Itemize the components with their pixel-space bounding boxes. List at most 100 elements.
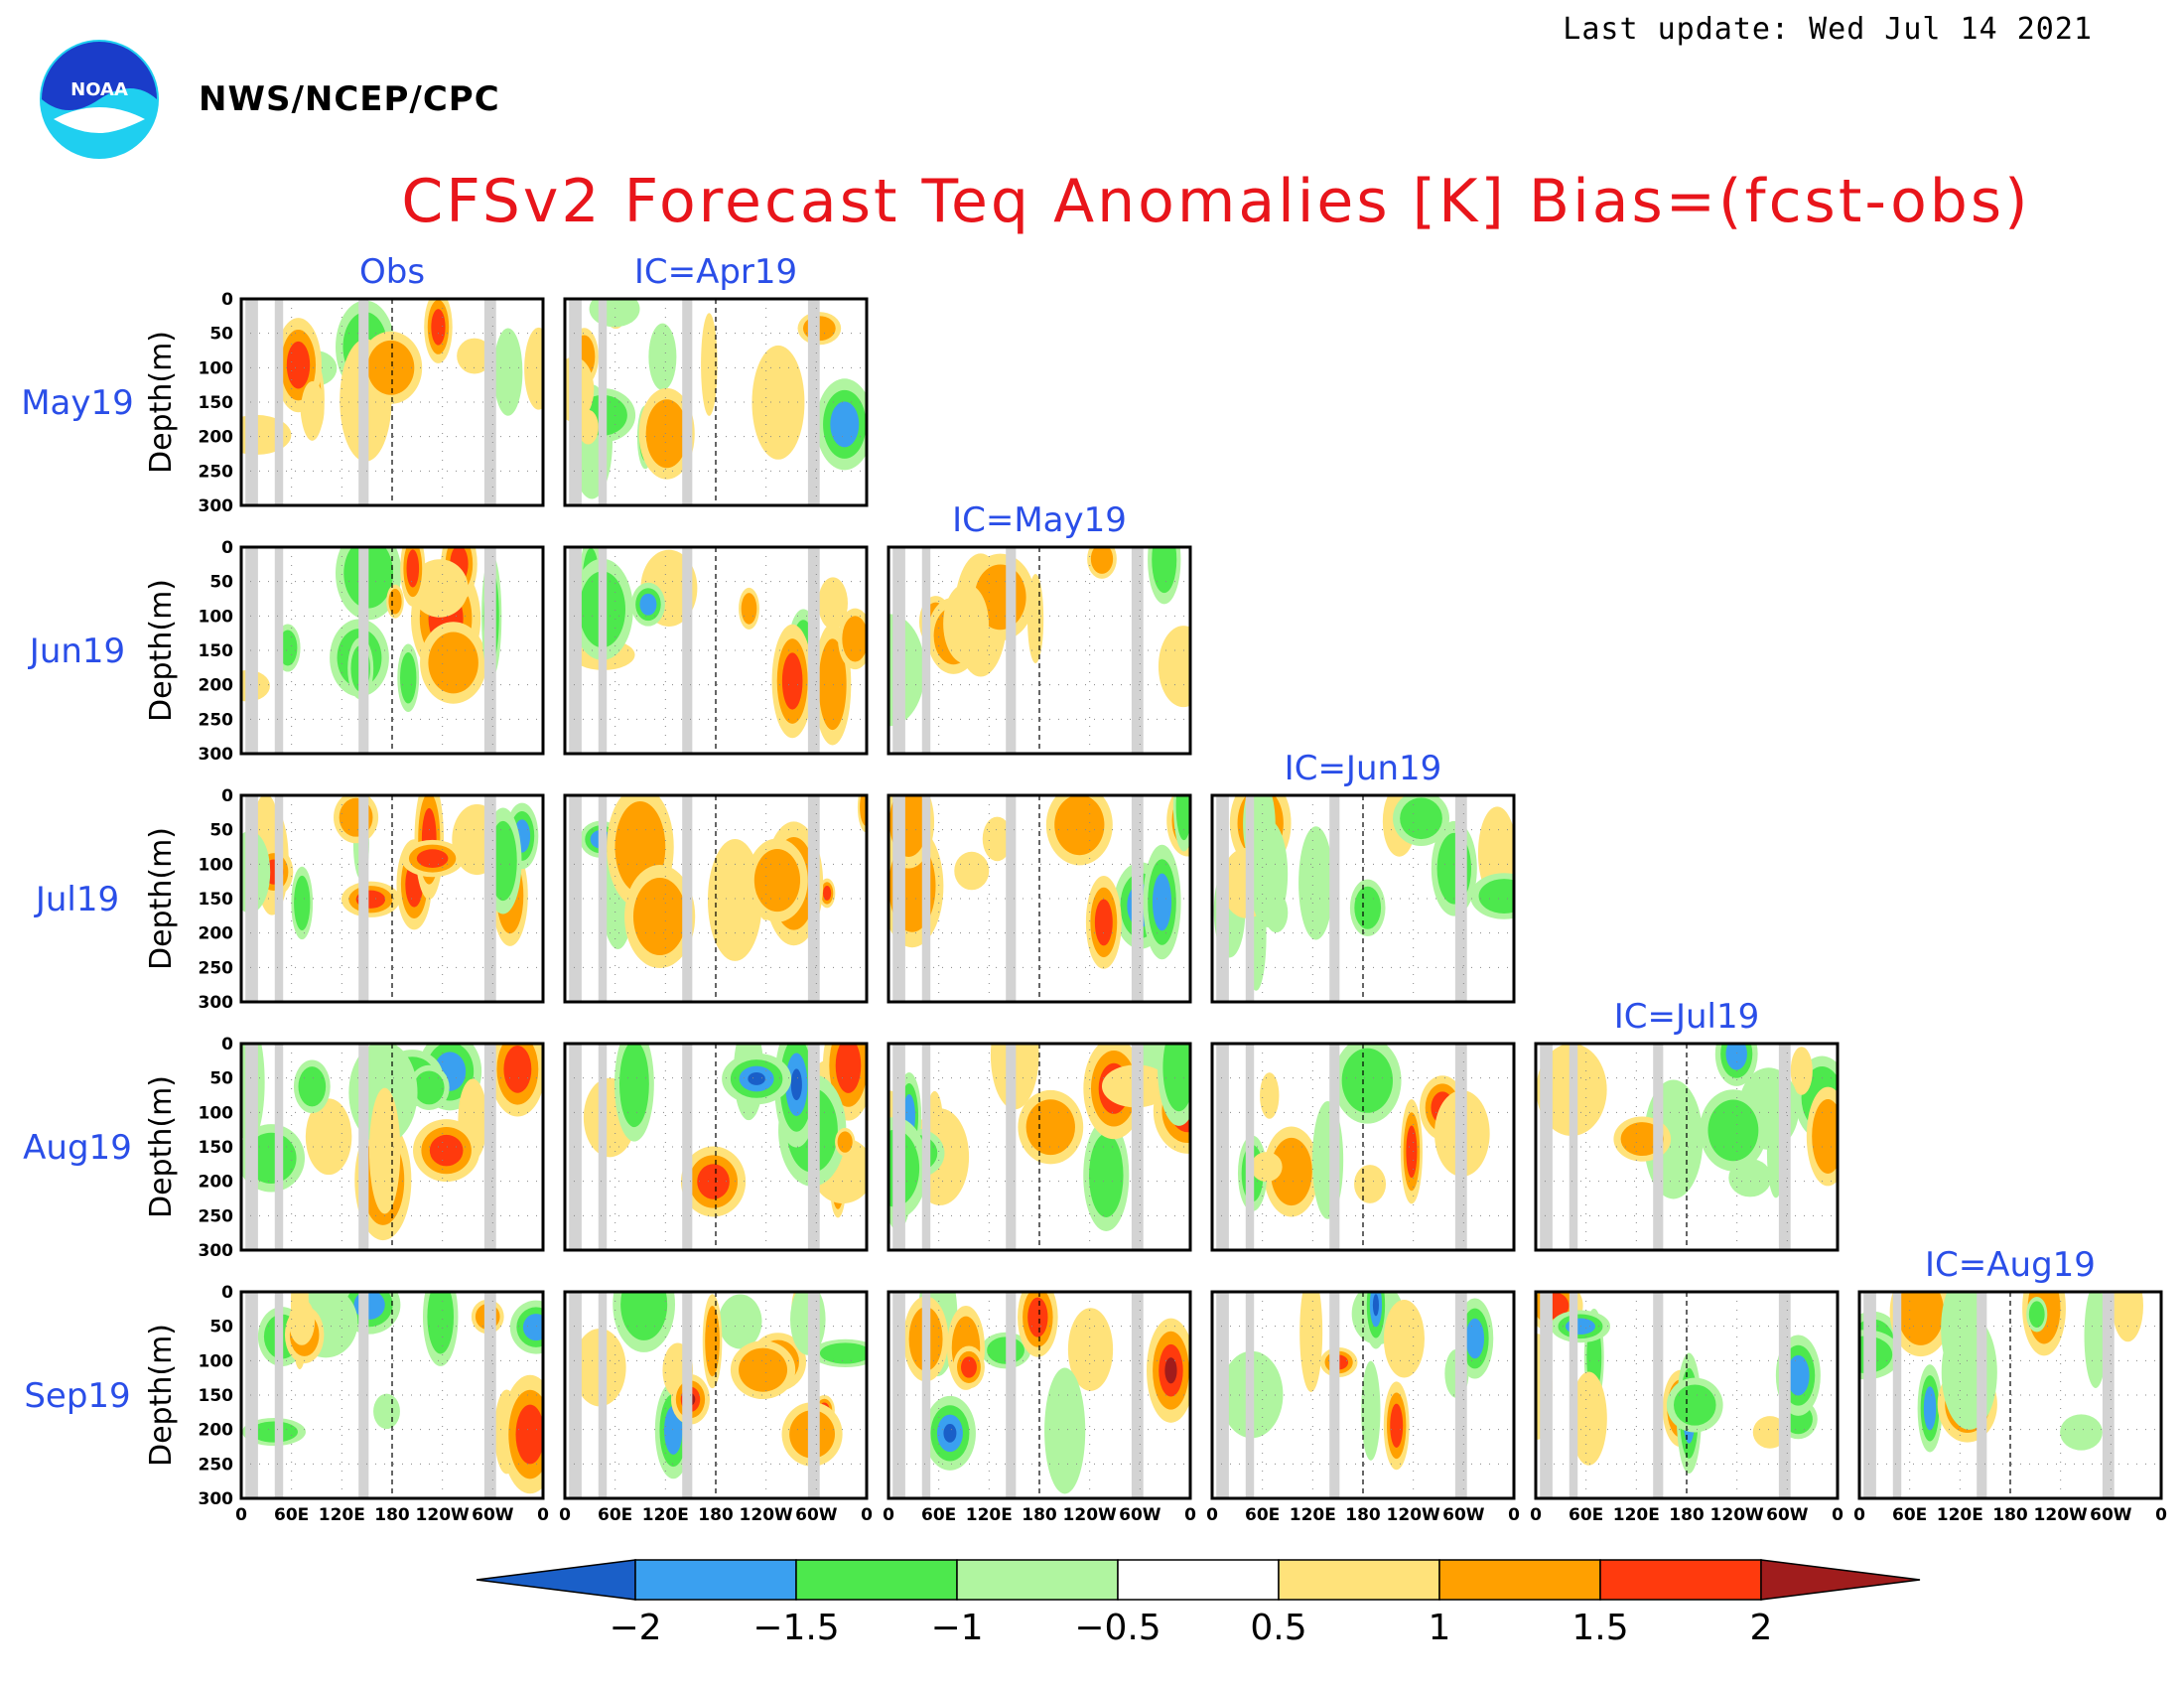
panel-frame [239,545,545,756]
y-axis-label: Depth(m) [144,827,179,970]
land-mask-bar [682,795,693,1002]
warm-anomaly-patch [822,886,832,901]
land-mask-bar [245,1292,258,1498]
land-mask-bar [1329,1044,1340,1250]
x-tick-label: 180 [1022,1505,1057,1525]
colorbar-tick-label: 1.5 [1571,1608,1628,1648]
cold-anomaly-patch [790,1068,802,1101]
land-mask-bar [569,795,582,1002]
land-mask-bar [1006,1044,1017,1250]
warm-anomaly-patch [1390,1403,1404,1448]
colorbar-tick-label: 0.5 [1250,1608,1306,1648]
cold-anomaly-patch [1298,826,1334,940]
colorbar-low-extension [476,1559,636,1601]
x-tick-label: 120E [1290,1505,1336,1525]
y-tick-label: 0 [221,290,233,310]
land-mask-bar [1245,795,1255,1002]
land-mask-bar [1131,795,1144,1002]
warm-anomaly-patch [411,559,469,618]
y-tick-label: 0 [221,786,233,806]
land-mask-bar [682,1044,693,1250]
cold-anomaly-patch [353,1292,385,1320]
warm-anomaly-patch [1383,1300,1425,1378]
y-tick-label: 0 [221,1283,233,1303]
warm-anomaly-patch [578,409,599,445]
land-mask-bar [921,547,931,754]
cold-anomaly-patch [413,1070,445,1105]
panel-frame [887,1042,1192,1252]
warm-anomaly-patch [301,380,325,436]
cold-anomaly-patch [1089,1133,1124,1217]
y-tick-label: 200 [199,1421,234,1441]
panel-frame [239,1290,545,1500]
land-mask-bar [1454,1292,1467,1498]
panel-frame [1210,793,1516,1004]
y-tick-label: 200 [199,428,234,448]
cold-anomaly-patch [1152,547,1177,594]
y-tick-label: 250 [199,710,234,730]
land-mask-bar [598,1044,608,1250]
warm-anomaly-patch [416,849,449,868]
land-mask-bar [1006,1292,1017,1498]
warm-anomaly-patch [388,588,402,615]
colorbar-tick-label: −0.5 [1074,1608,1160,1648]
colorbar-tick-label: −1 [930,1608,983,1648]
y-tick-label: 250 [199,1206,234,1226]
cold-anomaly-patch [1941,1315,1997,1430]
x-tick-label: 60W [1442,1505,1485,1525]
land-mask-bar [1778,1292,1791,1498]
warm-anomaly-patch [1570,1371,1607,1466]
logo-text: NOAA [70,79,128,100]
x-tick-label: 60W [472,1505,514,1525]
cold-anomaly-patch [648,323,677,391]
warm-anomaly-patch [1897,1292,1945,1345]
cold-anomaly-patch [1725,1044,1747,1070]
y-tick-label: 100 [199,1351,234,1371]
land-mask-bar [358,795,369,1002]
colorbar-tick-label: 1 [1429,1608,1451,1648]
cold-anomaly-patch [1372,1294,1380,1317]
land-mask-bar [682,547,693,754]
warm-anomaly-patch [1090,547,1114,574]
x-tick-label: 120E [319,1505,365,1525]
warm-anomaly-patch [1354,1165,1387,1203]
land-mask-bar [2102,1292,2115,1498]
warm-anomaly-patch [286,341,311,389]
land-mask-bar [807,547,820,754]
land-mask-bar [1006,547,1017,754]
cold-anomaly-patch [1175,795,1190,841]
warm-anomaly-patch [429,1134,464,1167]
panel-frame [1210,1042,1516,1252]
warm-anomaly-patch [818,638,847,731]
warm-anomaly-patch [1620,1122,1664,1157]
cold-anomaly-patch [2028,1301,2045,1329]
warm-anomaly-patch [753,848,801,913]
column-title: IC=Apr19 [634,252,797,292]
panel-frame [887,793,1192,1004]
anomaly-field [241,1044,543,1241]
land-mask-bar [892,1044,905,1250]
x-tick-label: 60E [1569,1505,1603,1525]
land-mask-bar [1977,1292,1987,1498]
x-tick-label: 0 [537,1505,549,1525]
warm-anomaly-patch [1025,1099,1075,1156]
y-tick-label: 50 [209,1069,233,1089]
anomaly-field [888,547,1190,727]
land-mask-bar [598,795,608,1002]
land-mask-bar [1131,547,1144,754]
y-tick-label: 150 [199,641,234,661]
anomaly-field [583,1044,867,1218]
land-mask-bar [921,1292,931,1498]
warm-anomaly-patch [1251,1152,1283,1183]
land-mask-bar [1216,1292,1229,1498]
cold-anomaly-patch [1152,873,1172,931]
warm-anomaly-patch [1158,626,1190,708]
panel-frame [1534,1290,1840,1500]
warm-anomaly-patch [1260,1072,1280,1119]
y-tick-label: 150 [199,890,234,910]
cold-anomaly-patch [1162,1044,1190,1112]
land-mask-bar [569,1292,582,1498]
land-mask-bar [1778,1044,1791,1250]
noaa-logo: NOAA [40,40,159,159]
x-tick-label: 0 [1853,1505,1865,1525]
